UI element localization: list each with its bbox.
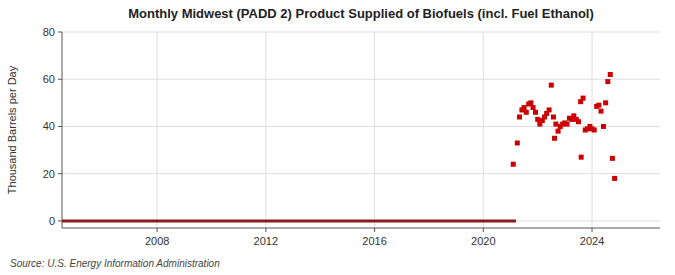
point: [553, 122, 558, 127]
x-tick: [592, 228, 593, 232]
point: [581, 96, 586, 101]
point: [533, 110, 538, 115]
point: [522, 105, 527, 110]
points: [511, 72, 617, 181]
grid-line-x: [265, 32, 266, 228]
grid-line-y: [62, 32, 660, 33]
x-tick-label: 2012: [254, 235, 278, 247]
point: [511, 162, 516, 167]
point: [556, 129, 561, 134]
point: [610, 156, 615, 161]
point: [524, 110, 529, 115]
point: [535, 117, 540, 122]
grid: [62, 32, 660, 228]
point: [551, 115, 556, 120]
point: [596, 103, 601, 108]
point: [608, 72, 613, 77]
point: [547, 107, 552, 112]
x-tick: [265, 228, 266, 232]
y-tick-label: 20: [43, 168, 55, 180]
point: [552, 136, 557, 141]
source-note: Source: U.S. Energy Information Administ…: [10, 258, 220, 269]
point: [528, 100, 533, 105]
y-tick: [58, 79, 62, 80]
y-tick-label: 80: [43, 26, 55, 38]
x-tick: [483, 228, 484, 232]
grid-line-x: [374, 32, 375, 228]
point: [515, 140, 520, 145]
point: [576, 119, 581, 124]
grid-line-y: [62, 220, 660, 221]
point: [599, 109, 604, 114]
grid-line-y: [62, 79, 660, 80]
point: [601, 124, 606, 129]
y-tick: [58, 220, 62, 221]
x-tick-label: 2024: [580, 235, 604, 247]
point: [612, 176, 617, 181]
y-axis-line: [62, 32, 63, 228]
x-tick-label: 2016: [362, 235, 386, 247]
grid-line-x: [483, 32, 484, 228]
grid-line-x: [157, 32, 158, 228]
x-tick: [157, 228, 158, 232]
grid-line-y: [62, 126, 660, 127]
point: [565, 122, 570, 127]
y-tick-label: 40: [43, 120, 55, 132]
title: Monthly Midwest (PADD 2) Product Supplie…: [128, 6, 594, 21]
point: [605, 79, 610, 84]
x-tick-label: 2020: [471, 235, 495, 247]
y-tick: [58, 126, 62, 127]
axes: 0 20 40 60 80 2008 2012 2016 2020 2024: [43, 26, 660, 247]
point: [549, 83, 554, 88]
point: [531, 105, 536, 110]
y-tick-label: 0: [49, 215, 55, 227]
y-tick: [58, 32, 62, 33]
data: [62, 72, 617, 221]
x-tick: [374, 228, 375, 232]
y-tick: [58, 173, 62, 174]
x-tick-label: 2008: [145, 235, 169, 247]
chart: 0 20 40 60 80 2008 2012 2016 2020 2024 Monthly Mid…: [0, 0, 675, 275]
point: [517, 115, 522, 120]
point: [603, 100, 608, 105]
x-axis-line: [62, 228, 660, 229]
point: [592, 128, 597, 133]
y-axis-label: Thousand Barrels per Day: [6, 65, 18, 194]
grid-line-y: [62, 173, 660, 174]
zero-line: [62, 219, 516, 222]
point: [579, 155, 584, 160]
y-tick-label: 60: [43, 73, 55, 85]
